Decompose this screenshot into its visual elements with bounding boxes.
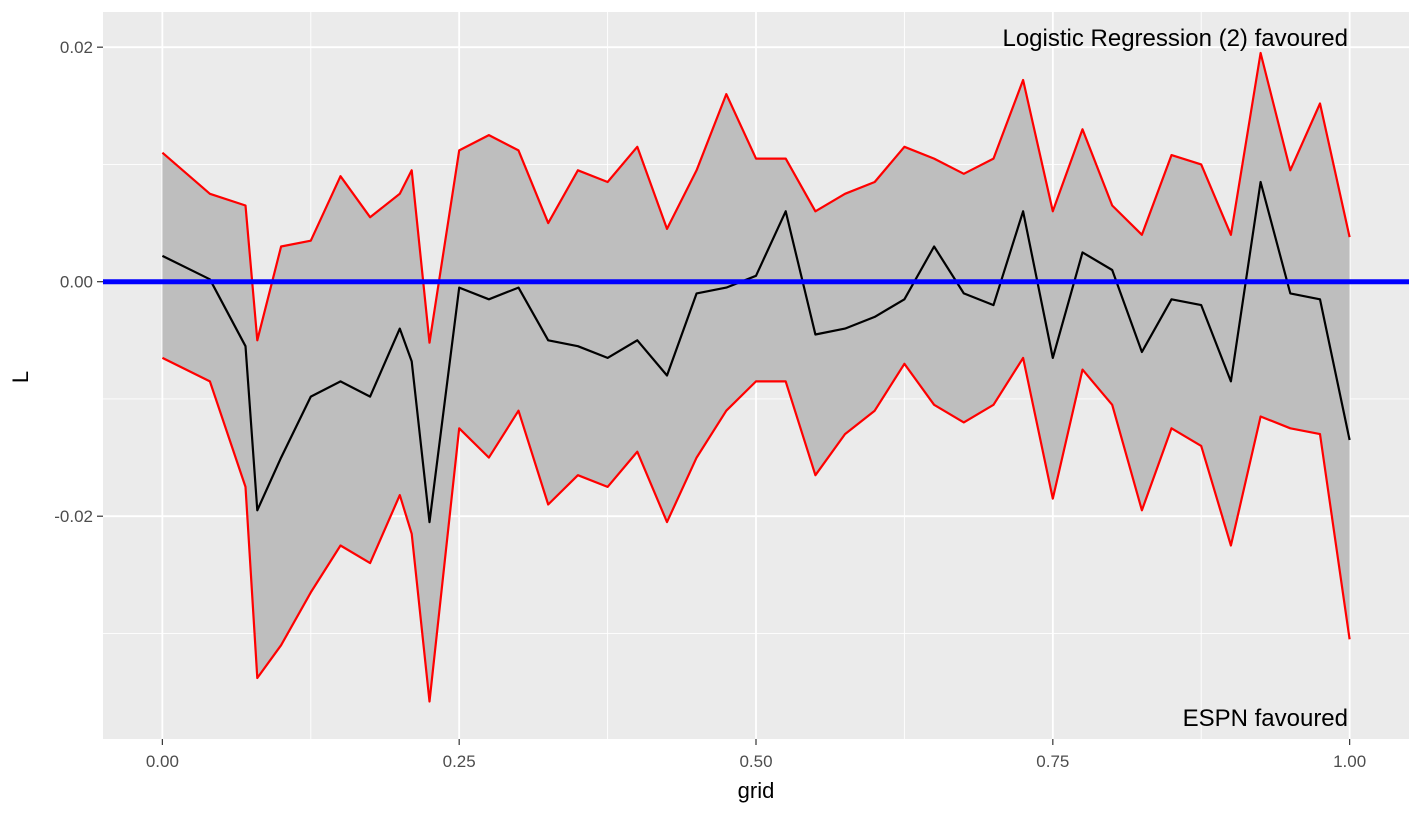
y-axis-title: L [8, 371, 33, 383]
y-tick-label: -0.02 [54, 507, 93, 526]
x-tick-label: 0.25 [443, 752, 476, 771]
annotation-bottom-right: ESPN favoured [1183, 705, 1348, 732]
series-line-upper-bound [161, 51, 1351, 344]
series-line-lower-bound [161, 356, 1351, 703]
y-tick-label: 0.02 [60, 38, 93, 57]
annotation-top-right: Logistic Regression (2) favoured [1002, 25, 1348, 52]
y-axis: 0.02 0.00 -0.02 [54, 38, 103, 526]
confidence-band [162, 53, 1350, 702]
x-tick-label: 0.75 [1036, 752, 1069, 771]
x-tick-label: 0.50 [739, 752, 772, 771]
x-tick-label: 0.00 [146, 752, 179, 771]
x-tick-label: 1.00 [1333, 752, 1366, 771]
x-axis-title: grid [738, 778, 775, 803]
y-tick-label: 0.00 [60, 273, 93, 292]
x-axis: 0.00 0.25 0.50 0.75 1.00 [146, 739, 1366, 771]
